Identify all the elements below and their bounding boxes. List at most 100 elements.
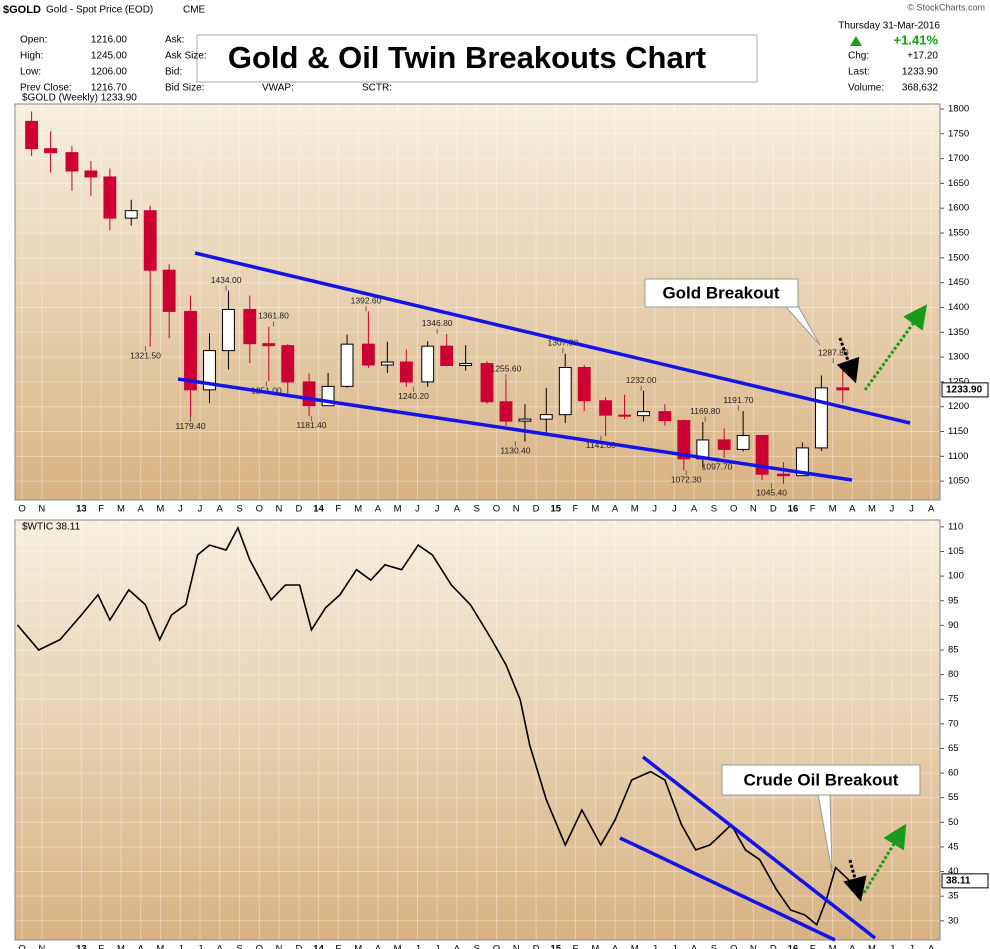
x-tick-label: A [217,944,224,949]
annotation: 1045.40 [756,488,787,498]
field-label: SCTR: [362,83,392,94]
trendline [177,377,853,482]
candle-body [44,148,58,154]
x-tick-label: O [256,504,263,515]
x-tick-label: J [415,504,420,515]
x-tick-label: J [889,504,894,515]
candle-body [717,439,731,450]
candle-body [162,269,176,312]
annotation: 1141.60 [586,440,616,450]
field-label: Prev Close: [20,83,72,94]
x-tick-label: N [513,504,520,515]
x-tick-label: J [909,504,914,515]
x-tick-label: A [612,944,619,949]
field-value: 1216.70 [91,83,128,94]
y-tick-label: 60 [948,768,959,779]
y-tick-label: 1550 [948,228,969,239]
field-label: Ask: [165,35,184,46]
annotation: 1434.00 [211,275,242,285]
candle-body [399,361,413,383]
candle-body [796,447,809,477]
x-tick-label: S [236,504,242,515]
x-tick-label: F [335,944,341,949]
trendline [194,251,911,425]
up-triangle [850,36,862,46]
candle-body [777,473,790,477]
y-tick-label: 1150 [948,426,968,437]
copyright: © StockCharts.com [907,2,985,12]
x-tick-label: J [415,944,420,949]
candle-body [677,420,691,460]
x-tick-label: N [38,944,45,949]
y-tick-label: 1500 [948,252,969,263]
x-tick-label: D [533,504,540,515]
x-tick-label: A [217,504,224,515]
x-tick-label: M [868,944,876,949]
x-tick-label: A [849,944,856,949]
annotation: 1179.40 [175,421,205,431]
y-tick-label: 1700 [948,153,969,164]
x-tick-label: O [256,944,263,949]
candle-body [124,210,138,219]
annotation: 1287.80 [818,347,849,357]
x-tick-label: F [810,944,816,949]
candle-body [321,385,335,407]
x-tick-label: M [591,504,599,515]
annotation: 1392.60 [351,295,382,305]
y-tick-label: 1400 [948,302,969,313]
annotation: 1255.60 [491,363,522,373]
annotation: 1097.70 [702,462,733,472]
annotation: 1346.80 [422,318,453,328]
x-tick-label: O [493,504,500,515]
callout-box [644,278,799,308]
last-price-label: 1233.90 [946,385,983,396]
candle-body [480,363,494,403]
x-tick-label: D [770,504,777,515]
candle-body [302,381,316,407]
candle-body [736,434,750,450]
x-tick-label: S [236,944,242,949]
y-tick-label: 1800 [948,103,969,114]
change-pct: +1.41% [894,32,939,47]
field-label: Volume: [848,83,884,94]
legend: $WTIC 38.11 [22,522,81,533]
annotation: 1191.70 [723,395,753,405]
x-tick-label: O [730,504,737,515]
x-tick-label: S [474,504,480,515]
annotation: 1181.40 [296,420,326,430]
callout-box [721,764,921,796]
candle-body [814,387,828,449]
candle-body [539,414,553,420]
field-label: Ask Size: [165,51,207,62]
y-tick-label: 90 [948,620,959,631]
x-tick-label: N [38,504,45,515]
y-tick-label: 1300 [948,352,969,363]
x-tick-label: M [631,504,639,515]
x-tick-label: 16 [788,944,799,949]
x-tick-label: M [117,944,125,949]
y-tick-label: 55 [948,792,959,803]
candle-body [243,308,257,345]
candle-body [518,418,532,422]
x-tick-label: N [750,944,757,949]
y-tick-label: 1350 [948,327,969,338]
candle-body [65,152,79,172]
x-tick-label: M [117,504,125,515]
annotation: 1232.00 [626,375,657,385]
x-tick-label: N [276,504,283,515]
candle-body [577,367,591,402]
callout-text: Gold Breakout [662,283,779,302]
arrow [843,859,867,902]
y-tick-label: 40 [948,866,959,877]
x-tick-label: 14 [313,504,324,515]
candle-body [340,343,354,387]
field-value: 1233.90 [902,67,939,78]
x-tick-label: S [474,944,480,949]
y-tick-label: 100 [948,571,964,582]
x-tick-label: M [156,504,164,515]
x-tick-label: A [928,504,935,515]
field-value: 1216.00 [91,35,128,46]
field-label: Low: [20,67,41,78]
x-tick-label: A [928,944,935,949]
x-tick-label: J [652,504,657,515]
